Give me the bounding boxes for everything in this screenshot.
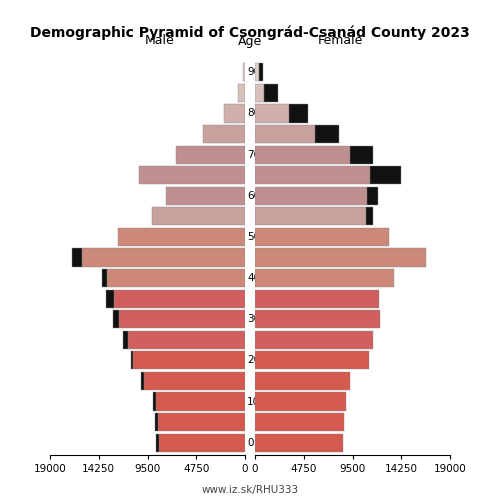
Text: 60: 60 [247,191,260,201]
Bar [224,104,245,122]
Bar [264,84,278,102]
Bar [255,330,373,349]
Bar [72,248,82,266]
Bar [130,352,133,370]
Bar [144,372,245,390]
Bar [128,330,245,349]
Bar [350,146,373,164]
Bar [82,248,245,266]
Bar [255,125,314,143]
Bar [108,269,245,287]
Bar [255,228,390,246]
Bar [203,125,245,143]
Text: 20: 20 [247,356,260,366]
Text: 0: 0 [247,438,254,448]
Bar [259,64,263,82]
Text: 50: 50 [247,232,260,242]
Bar [156,434,159,452]
Bar [255,104,289,122]
Bar [255,186,367,205]
Text: 40: 40 [247,273,260,283]
Bar [367,186,378,205]
Text: 70: 70 [247,150,260,160]
Bar [255,208,366,226]
Bar [370,166,400,184]
Text: Female: Female [318,34,362,48]
Text: Age: Age [238,34,262,48]
Bar [366,208,373,226]
Bar [152,392,156,410]
Bar [102,269,108,287]
Bar [255,84,264,102]
Bar [255,352,369,370]
Bar [140,166,245,184]
Text: www.iz.sk/RHU333: www.iz.sk/RHU333 [202,485,298,495]
Bar [255,372,350,390]
Bar [154,413,158,431]
Bar [255,248,426,266]
Bar [255,166,370,184]
Text: 80: 80 [247,108,260,118]
Text: 30: 30 [247,314,260,324]
Bar [255,290,379,308]
Bar [106,290,114,308]
Bar [238,84,245,102]
Bar [314,125,339,143]
Bar [119,310,245,328]
Bar [255,413,344,431]
Bar [159,434,245,452]
Bar [152,208,245,226]
Bar [255,269,394,287]
Bar [114,290,245,308]
Bar [156,392,245,410]
Bar [112,310,119,328]
Bar [118,228,245,246]
Bar [166,186,245,205]
Bar [255,146,350,164]
Bar [176,146,245,164]
Text: Male: Male [145,34,175,48]
Bar [133,352,245,370]
Bar [255,64,259,82]
Bar [242,64,245,82]
Bar [255,434,344,452]
Bar [255,310,380,328]
Bar [142,372,144,390]
Bar [158,413,245,431]
Bar [289,104,308,122]
Text: 90: 90 [247,68,260,78]
Text: 10: 10 [247,396,260,406]
Bar [255,392,346,410]
Bar [123,330,128,349]
Text: Demographic Pyramid of Csongrád-Csanád County 2023: Demographic Pyramid of Csongrád-Csanád C… [30,25,470,40]
